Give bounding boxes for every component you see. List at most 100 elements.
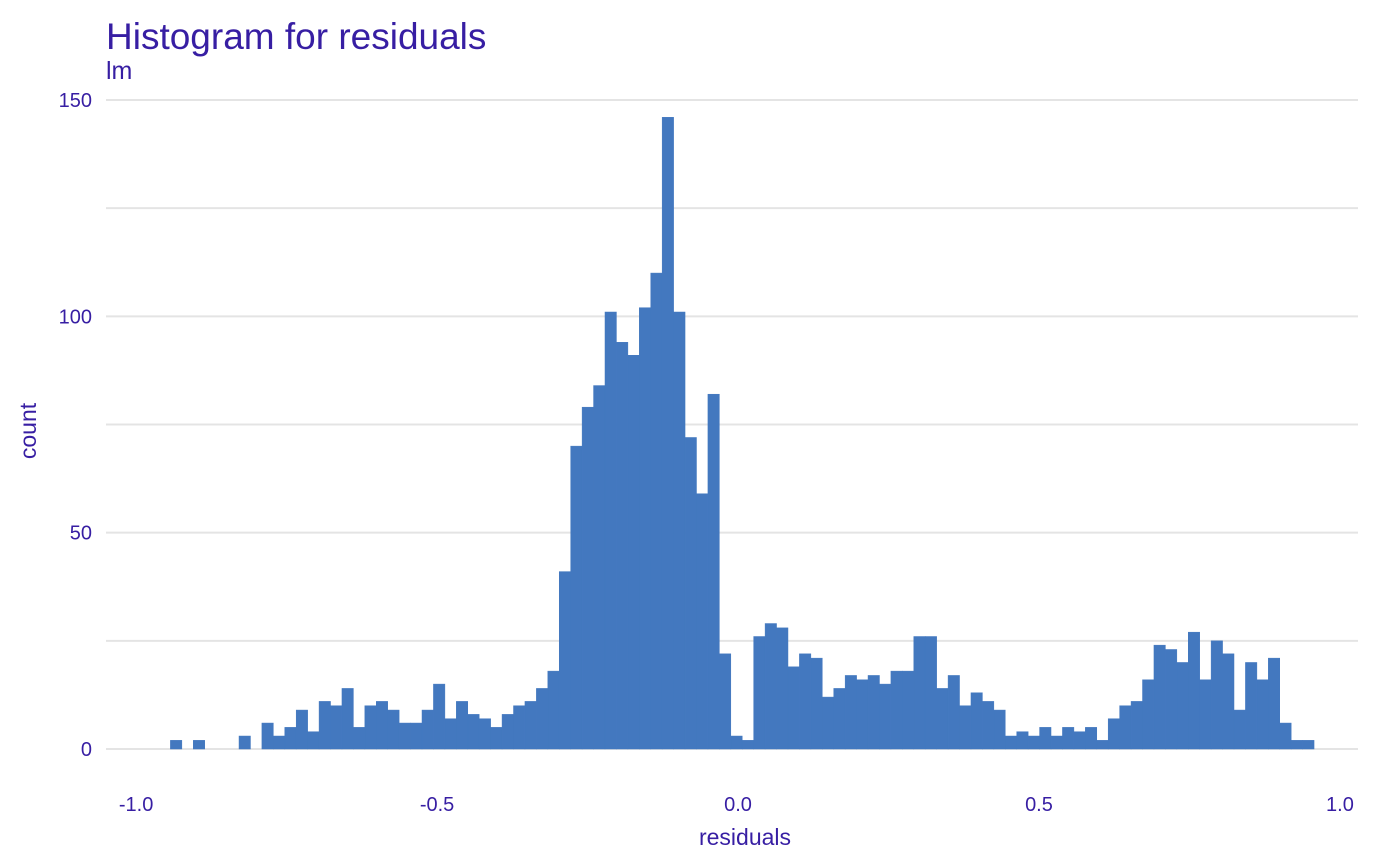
- x-tick-label: 0.0: [724, 794, 752, 816]
- histogram-bar: [1256, 679, 1269, 750]
- histogram-bar: [741, 740, 754, 750]
- histogram-bar: [398, 722, 411, 750]
- histogram-bar: [1096, 740, 1109, 750]
- histogram-bar: [1245, 662, 1258, 750]
- histogram-bar: [856, 679, 869, 750]
- histogram-bar: [193, 740, 205, 750]
- histogram-bar: [890, 670, 903, 750]
- y-tick-label: 150: [59, 90, 92, 112]
- histogram-bar: [1050, 735, 1063, 750]
- histogram-bar: [376, 701, 388, 750]
- histogram-bar: [318, 701, 331, 750]
- histogram-bar: [456, 701, 469, 750]
- histogram-bar: [1130, 701, 1143, 750]
- histogram-bar: [707, 393, 720, 750]
- histogram-bar: [273, 735, 286, 750]
- histogram-bar: [1016, 731, 1029, 750]
- histogram-bar: [307, 731, 320, 750]
- histogram-bar: [1233, 709, 1246, 750]
- histogram-bar: [1199, 679, 1212, 750]
- histogram-bar: [753, 636, 766, 750]
- histogram-bar: [1142, 679, 1155, 750]
- histogram-bar: [1073, 731, 1086, 750]
- histogram-bar: [936, 688, 949, 750]
- histogram-bar: [364, 705, 377, 750]
- histogram-bar: [993, 709, 1006, 750]
- histogram-bar: [696, 493, 709, 750]
- histogram-bar: [1210, 640, 1223, 750]
- histogram-bar: [719, 653, 732, 750]
- histogram-bar: [547, 670, 560, 750]
- histogram-bar: [627, 355, 640, 750]
- y-axis-ticks: 0 50 100 150: [59, 90, 92, 761]
- histogram-bar: [1119, 705, 1132, 750]
- x-tick-label: -1.0: [119, 794, 153, 816]
- histogram-bar: [1027, 735, 1040, 750]
- histogram-bar: [730, 735, 743, 750]
- histogram-bar: [478, 718, 491, 750]
- histogram-bar: [1085, 727, 1098, 750]
- histogram-bar: [421, 709, 434, 750]
- histogram-bar: [490, 727, 503, 750]
- histogram-bar: [536, 688, 549, 750]
- histogram-bar: [261, 722, 274, 750]
- histogram-bar: [284, 727, 297, 750]
- histogram-bar: [673, 311, 686, 750]
- histogram-bar: [650, 272, 663, 750]
- histogram-bar: [604, 311, 617, 750]
- histogram-bar: [341, 688, 354, 750]
- histogram-bar: [513, 705, 526, 750]
- histogram-bar: [410, 722, 423, 750]
- histogram-bar: [170, 740, 183, 750]
- histogram-bar: [982, 701, 995, 750]
- histogram-bar: [787, 666, 800, 750]
- histogram-bar: [444, 718, 457, 750]
- histogram-bar: [387, 709, 400, 750]
- histogram-bar: [844, 675, 857, 750]
- histogram-bar: [1062, 727, 1075, 750]
- y-tick-label: 100: [59, 306, 92, 328]
- x-tick-label: -0.5: [420, 794, 454, 816]
- histogram-bar: [1176, 662, 1189, 750]
- histogram-bar: [558, 571, 571, 750]
- histogram-bar: [1222, 653, 1235, 750]
- histogram-bar: [524, 701, 537, 750]
- bars: [170, 117, 1315, 750]
- histogram-bar: [1302, 740, 1315, 750]
- histogram-bar: [295, 709, 308, 750]
- histogram-bar: [593, 385, 606, 750]
- histogram-bar: [970, 692, 983, 750]
- chart-subtitle: lm: [106, 57, 132, 85]
- histogram-bar: [879, 683, 892, 750]
- histogram-bar: [433, 683, 446, 750]
- y-axis-label: count: [15, 402, 41, 459]
- histogram-bar: [570, 445, 583, 750]
- histogram-bar: [1268, 657, 1281, 750]
- histogram-bar: [776, 627, 789, 750]
- histogram-bar: [467, 714, 480, 750]
- histogram-bar: [959, 705, 972, 750]
- histogram-bar: [353, 727, 366, 750]
- chart-title: Histogram for residuals: [106, 16, 486, 57]
- histogram-bar: [1039, 727, 1052, 750]
- histogram-bar: [764, 623, 777, 750]
- histogram-bar: [822, 696, 834, 750]
- histogram-bar: [684, 437, 697, 750]
- histogram-bar: [902, 670, 915, 750]
- histogram-bar: [799, 653, 812, 750]
- histogram-bar: [1188, 631, 1200, 750]
- histogram-bar: [238, 735, 251, 750]
- histogram-bar: [616, 342, 629, 750]
- histogram-bar: [913, 636, 926, 750]
- histogram-bar: [1107, 718, 1120, 750]
- histogram-bar: [1279, 722, 1292, 750]
- histogram-bar: [501, 714, 514, 750]
- histogram-bar: [1005, 735, 1017, 750]
- x-axis-label: residuals: [699, 824, 791, 850]
- histogram-bar: [833, 688, 846, 750]
- histogram-bar: [1165, 649, 1178, 750]
- y-tick-label: 0: [81, 739, 92, 761]
- histogram-bar: [924, 636, 937, 750]
- histogram-bar: [1153, 644, 1166, 750]
